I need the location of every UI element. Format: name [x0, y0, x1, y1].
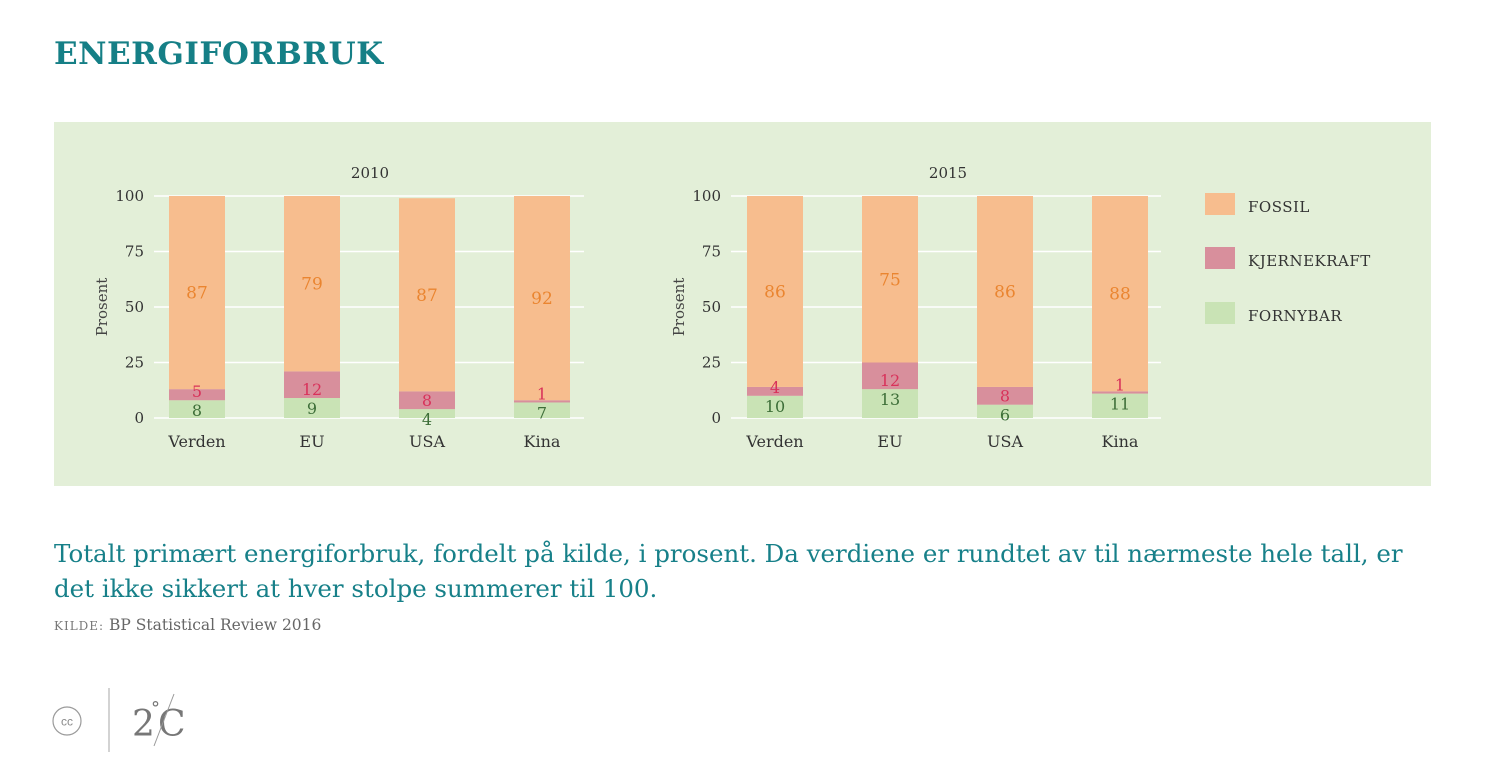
- bar-segment-fossil: [284, 196, 340, 372]
- cc-icon: cc: [52, 706, 82, 736]
- data-label-renewable: 10: [765, 397, 785, 416]
- bar-segment-fossil: [862, 196, 918, 363]
- data-label-renewable: 4: [422, 410, 432, 429]
- bar-segment-renewable: [514, 402, 570, 418]
- y-tick-label: 0: [134, 409, 144, 427]
- data-label-renewable: 13: [880, 390, 900, 409]
- data-label-nuclear: 5: [192, 382, 202, 401]
- chart-title: 2010: [351, 164, 389, 182]
- data-label-nuclear: 12: [880, 371, 900, 390]
- chart-title: 2015: [929, 164, 967, 182]
- bar-segment-fossil: [399, 198, 455, 392]
- bar-segment-nuclear: [284, 371, 340, 399]
- bar-segment-nuclear: [514, 400, 570, 403]
- bar-segment-fossil: [169, 196, 225, 390]
- bar-segment-renewable: [747, 395, 803, 418]
- data-label-fossil: 86: [764, 282, 786, 302]
- bar-segment-renewable: [284, 398, 340, 418]
- source-line: KILDE: BP Statistical Review 2016: [54, 616, 321, 634]
- x-tick-label: EU: [299, 432, 324, 451]
- footer: cc 2 ° C: [50, 688, 210, 754]
- y-axis-label: Prosent: [93, 278, 111, 337]
- data-label-fossil: 86: [994, 282, 1016, 302]
- bar-segment-renewable: [862, 389, 918, 418]
- bar-segment-fossil: [1092, 196, 1148, 392]
- bar-segment-renewable: [1092, 393, 1148, 418]
- page-title: ENERGIFORBRUK: [54, 36, 384, 72]
- y-tick-label: 50: [125, 298, 144, 316]
- x-tick-label: Verden: [745, 432, 803, 451]
- legend-label-fossil: FOSSIL: [1248, 198, 1310, 216]
- two-degrees-logo: 2 ° C: [132, 693, 186, 747]
- x-tick-label: Verden: [167, 432, 225, 451]
- data-label-nuclear: 8: [422, 391, 432, 410]
- data-label-fossil: 92: [531, 289, 553, 309]
- cc-circle: [52, 706, 82, 736]
- y-tick-label: 75: [125, 243, 144, 261]
- bar-segment-nuclear: [747, 386, 803, 396]
- logo-slash: [153, 693, 175, 747]
- y-axis-label: Prosent: [670, 278, 688, 337]
- y-tick-label: 25: [125, 354, 144, 372]
- legend-label-nuclear: KJERNEKRAFT: [1248, 252, 1371, 270]
- y-tick-label: 0: [711, 409, 721, 427]
- legend-swatch-nuclear: [1205, 247, 1235, 269]
- data-label-fossil: 87: [186, 284, 208, 304]
- data-label-nuclear: 4: [770, 378, 780, 397]
- x-tick-label: Kina: [524, 432, 561, 451]
- bar-segment-fossil: [747, 196, 803, 387]
- data-label-nuclear: 1: [1115, 376, 1125, 395]
- source-label: KILDE:: [54, 619, 105, 633]
- x-tick-label: USA: [409, 432, 445, 451]
- logo-degree: °: [151, 698, 160, 719]
- bar-segment-renewable: [977, 404, 1033, 418]
- chart-caption: Totalt primært energiforbruk, fordelt på…: [54, 539, 1403, 603]
- data-label-renewable: 9: [307, 399, 317, 418]
- bar-segment-nuclear: [1092, 391, 1148, 394]
- data-label-fossil: 79: [301, 275, 323, 295]
- source-text: BP Statistical Review 2016: [109, 616, 322, 634]
- x-tick-label: Kina: [1102, 432, 1139, 451]
- y-tick-label: 75: [702, 243, 721, 261]
- y-tick-label: 100: [692, 187, 721, 205]
- footer-svg: cc 2 ° C: [52, 688, 186, 752]
- data-label-fossil: 87: [416, 286, 438, 306]
- y-tick-label: 25: [702, 354, 721, 372]
- chart-panel: 2010 Prosent 0 25 50 75 100 Verden 8 5 87 EU 9 12 79 US…: [54, 122, 1431, 486]
- bar-segment-nuclear: [399, 391, 455, 410]
- data-label-fossil: 75: [879, 270, 901, 290]
- bar-segment-nuclear: [862, 362, 918, 390]
- chart-svg: 2010Prosent0255075100Verden8587EU91279US…: [93, 164, 1371, 451]
- data-label-nuclear: 8: [1000, 387, 1010, 406]
- legend-label-renewable: FORNYBAR: [1248, 307, 1342, 325]
- data-label-nuclear: 12: [302, 380, 322, 399]
- data-label-renewable: 11: [1110, 395, 1130, 414]
- bar-segment-nuclear: [977, 386, 1033, 405]
- x-tick-label: EU: [877, 432, 902, 451]
- x-tick-label: USA: [987, 432, 1023, 451]
- data-label-nuclear: 1: [537, 384, 547, 403]
- y-tick-label: 50: [702, 298, 721, 316]
- cc-text: cc: [61, 715, 73, 729]
- data-label-renewable: 7: [537, 403, 547, 422]
- bar-segment-renewable: [169, 400, 225, 418]
- data-label-renewable: 8: [192, 401, 202, 420]
- bar-segment-fossil: [514, 196, 570, 401]
- bar-segment-nuclear: [169, 389, 225, 401]
- legend-swatch-renewable: [1205, 302, 1235, 324]
- data-label-renewable: 6: [1000, 406, 1010, 425]
- logo-digit: 2: [132, 704, 155, 745]
- bar-segment-fossil: [977, 196, 1033, 387]
- bar-segment-renewable: [399, 409, 455, 418]
- data-label-fossil: 88: [1109, 285, 1131, 305]
- legend-swatch-fossil: [1205, 193, 1235, 215]
- y-tick-label: 100: [115, 187, 144, 205]
